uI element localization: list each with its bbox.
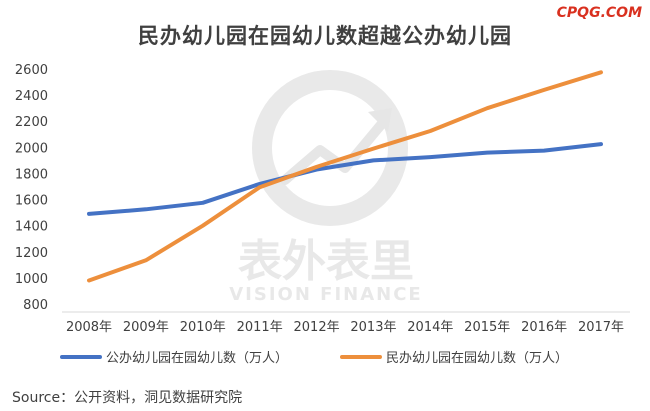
x-tick-label: 2011年 — [237, 320, 283, 335]
y-tick-label: 1200 — [15, 246, 48, 261]
legend-label: 民办幼儿园在园幼儿数（万人） — [386, 351, 568, 366]
watermark: 表外表里 VISION FINANCE — [229, 70, 422, 305]
x-tick-label: 2008年 — [66, 320, 112, 335]
y-tick-label: 1800 — [15, 167, 48, 182]
x-tick-label: 2010年 — [180, 320, 226, 335]
watermark-text-en: VISION FINANCE — [229, 284, 422, 305]
x-tick-label: 2017年 — [578, 320, 624, 335]
y-tick-label: 1000 — [15, 272, 48, 287]
x-tick-label: 2013年 — [350, 320, 396, 335]
watermark-text-cn: 表外表里 — [238, 236, 414, 287]
y-tick-label: 1600 — [15, 194, 48, 209]
y-tick-label: 2400 — [15, 89, 48, 104]
legend-label: 公办幼儿园在园幼儿数（万人） — [106, 351, 288, 366]
x-tick-label: 2016年 — [521, 320, 567, 335]
y-tick-label: 2200 — [15, 115, 48, 130]
x-tick-label: 2015年 — [464, 320, 510, 335]
series-line-1 — [87, 70, 603, 283]
brand-logo: CPQG.COM — [556, 5, 642, 21]
source-note: Source：公开资料，洞见数据研究院 — [12, 390, 243, 406]
x-tick-label: 2014年 — [407, 320, 453, 335]
x-axis: 2008年 2009年 2010年 2011年 2012年 2013年 2014年 2015年… — [62, 311, 630, 335]
y-tick-label: 2000 — [15, 141, 48, 156]
series-line-0 — [87, 142, 603, 216]
y-axis: 800 1000 1200 1400 1600 1800 2000 2200 2400 2600 — [15, 63, 48, 313]
y-tick-label: 2600 — [15, 63, 48, 78]
x-tick-label: 2012年 — [294, 320, 340, 335]
series-lines — [87, 70, 603, 283]
x-tick-label: 2009年 — [123, 320, 169, 335]
y-tick-label: 800 — [23, 298, 48, 313]
y-tick-label: 1400 — [15, 220, 48, 235]
chart-title: 民办幼儿园在园幼儿数超越公办幼儿园 — [138, 24, 512, 48]
legend: 公办幼儿园在园幼儿数（万人） 民办幼儿园在园幼儿数（万人） — [60, 351, 568, 366]
